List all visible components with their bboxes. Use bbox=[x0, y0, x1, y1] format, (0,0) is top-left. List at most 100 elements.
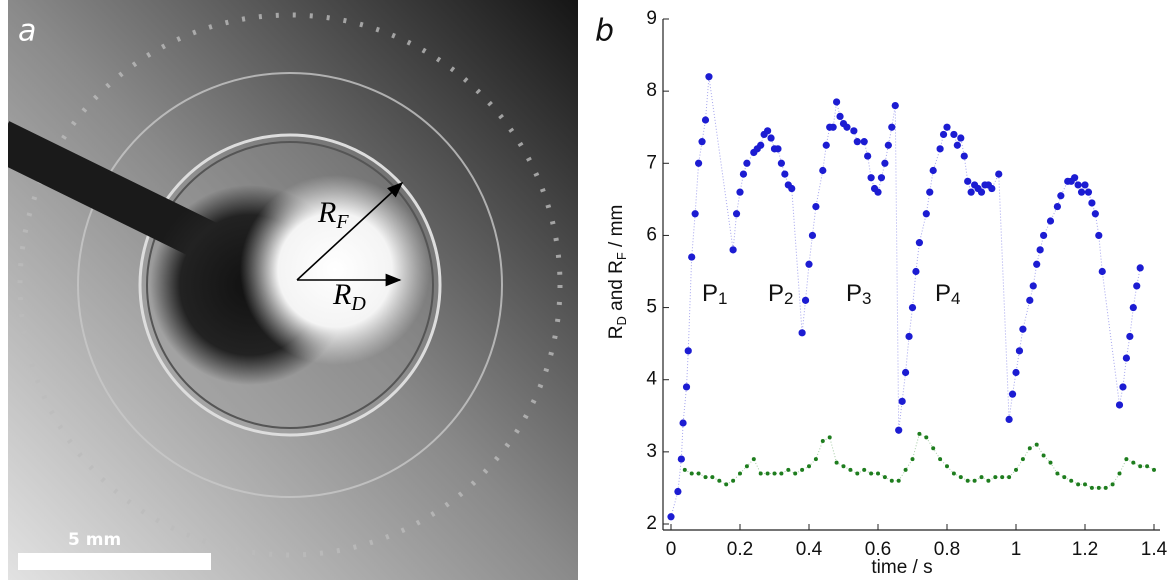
point bbox=[691, 210, 699, 218]
y-axis-label: RD and RF / mm bbox=[606, 205, 629, 340]
point bbox=[1015, 347, 1024, 355]
annotation: P2 bbox=[768, 280, 793, 308]
point bbox=[977, 188, 986, 196]
point bbox=[936, 145, 944, 153]
point bbox=[848, 467, 853, 472]
point bbox=[1000, 475, 1005, 480]
y-tick-label: 9 bbox=[646, 8, 657, 29]
point bbox=[1014, 467, 1018, 472]
y-tick-label: 7 bbox=[646, 152, 657, 173]
point bbox=[1117, 471, 1122, 476]
point bbox=[908, 303, 917, 312]
point bbox=[738, 471, 742, 476]
point bbox=[1041, 453, 1046, 458]
point bbox=[960, 152, 968, 160]
point bbox=[751, 457, 756, 462]
point bbox=[958, 475, 963, 480]
point bbox=[696, 471, 701, 476]
point bbox=[1089, 485, 1094, 490]
point bbox=[1133, 282, 1141, 290]
point bbox=[1057, 192, 1065, 200]
point bbox=[1115, 401, 1124, 409]
point bbox=[731, 478, 736, 483]
point bbox=[874, 188, 882, 196]
point bbox=[1095, 231, 1103, 240]
point bbox=[798, 329, 806, 337]
point bbox=[801, 296, 810, 304]
point bbox=[813, 457, 818, 462]
point bbox=[957, 134, 965, 142]
point bbox=[774, 145, 782, 153]
point bbox=[926, 188, 934, 196]
point bbox=[860, 138, 868, 146]
point bbox=[800, 467, 805, 472]
point bbox=[850, 127, 858, 135]
point bbox=[744, 464, 749, 469]
point bbox=[898, 397, 906, 405]
point bbox=[736, 188, 744, 196]
point bbox=[922, 210, 930, 218]
point bbox=[765, 471, 770, 476]
point bbox=[767, 134, 775, 142]
y-tick-label: 5 bbox=[646, 297, 657, 318]
point bbox=[772, 471, 777, 476]
point bbox=[788, 184, 796, 193]
x-tick-label: 1.2 bbox=[1072, 539, 1098, 560]
point bbox=[1126, 332, 1134, 341]
x-tick-label: 1.4 bbox=[1141, 539, 1168, 560]
point bbox=[1005, 415, 1013, 423]
point bbox=[689, 471, 694, 476]
point bbox=[729, 246, 737, 254]
y-tick-label: 8 bbox=[646, 80, 657, 101]
point bbox=[834, 460, 839, 465]
point bbox=[757, 141, 765, 149]
point bbox=[1055, 471, 1060, 476]
point bbox=[732, 210, 741, 218]
scale-bar-label: 5 mm bbox=[68, 530, 121, 550]
point bbox=[953, 141, 961, 149]
point bbox=[758, 471, 763, 476]
x-tick-label: 0 bbox=[666, 539, 677, 560]
point bbox=[915, 239, 924, 247]
annotation-subscript: 4 bbox=[951, 289, 960, 308]
point bbox=[701, 116, 710, 124]
point bbox=[931, 446, 936, 451]
point bbox=[1007, 475, 1012, 480]
point bbox=[812, 202, 820, 211]
point bbox=[682, 467, 687, 472]
point bbox=[781, 170, 789, 178]
point bbox=[1122, 354, 1130, 362]
point bbox=[841, 464, 846, 469]
annotation-subscript: 1 bbox=[718, 289, 727, 308]
point bbox=[853, 138, 861, 146]
point bbox=[1103, 485, 1108, 490]
point bbox=[896, 478, 901, 483]
point bbox=[1019, 325, 1027, 333]
point bbox=[1138, 464, 1143, 469]
point bbox=[779, 471, 784, 476]
point bbox=[705, 73, 713, 81]
point bbox=[695, 159, 703, 167]
point bbox=[710, 475, 715, 480]
point bbox=[912, 267, 920, 276]
point bbox=[805, 260, 813, 268]
point bbox=[882, 475, 887, 480]
point bbox=[888, 123, 896, 131]
point bbox=[995, 170, 1003, 178]
connector bbox=[684, 433, 1155, 489]
x-tick-label: 0.6 bbox=[865, 539, 891, 560]
point bbox=[895, 426, 903, 434]
photo bbox=[8, 0, 578, 580]
point bbox=[819, 166, 827, 175]
point bbox=[1124, 457, 1129, 462]
annotation-text: P bbox=[768, 280, 784, 307]
point bbox=[667, 513, 675, 521]
point bbox=[1029, 282, 1037, 290]
point bbox=[1046, 217, 1055, 225]
point bbox=[1053, 202, 1061, 211]
y-tick-label: 2 bbox=[646, 513, 657, 534]
point bbox=[1026, 296, 1034, 304]
point bbox=[881, 159, 889, 167]
annotation-text: P bbox=[702, 280, 718, 307]
point bbox=[1131, 460, 1136, 465]
